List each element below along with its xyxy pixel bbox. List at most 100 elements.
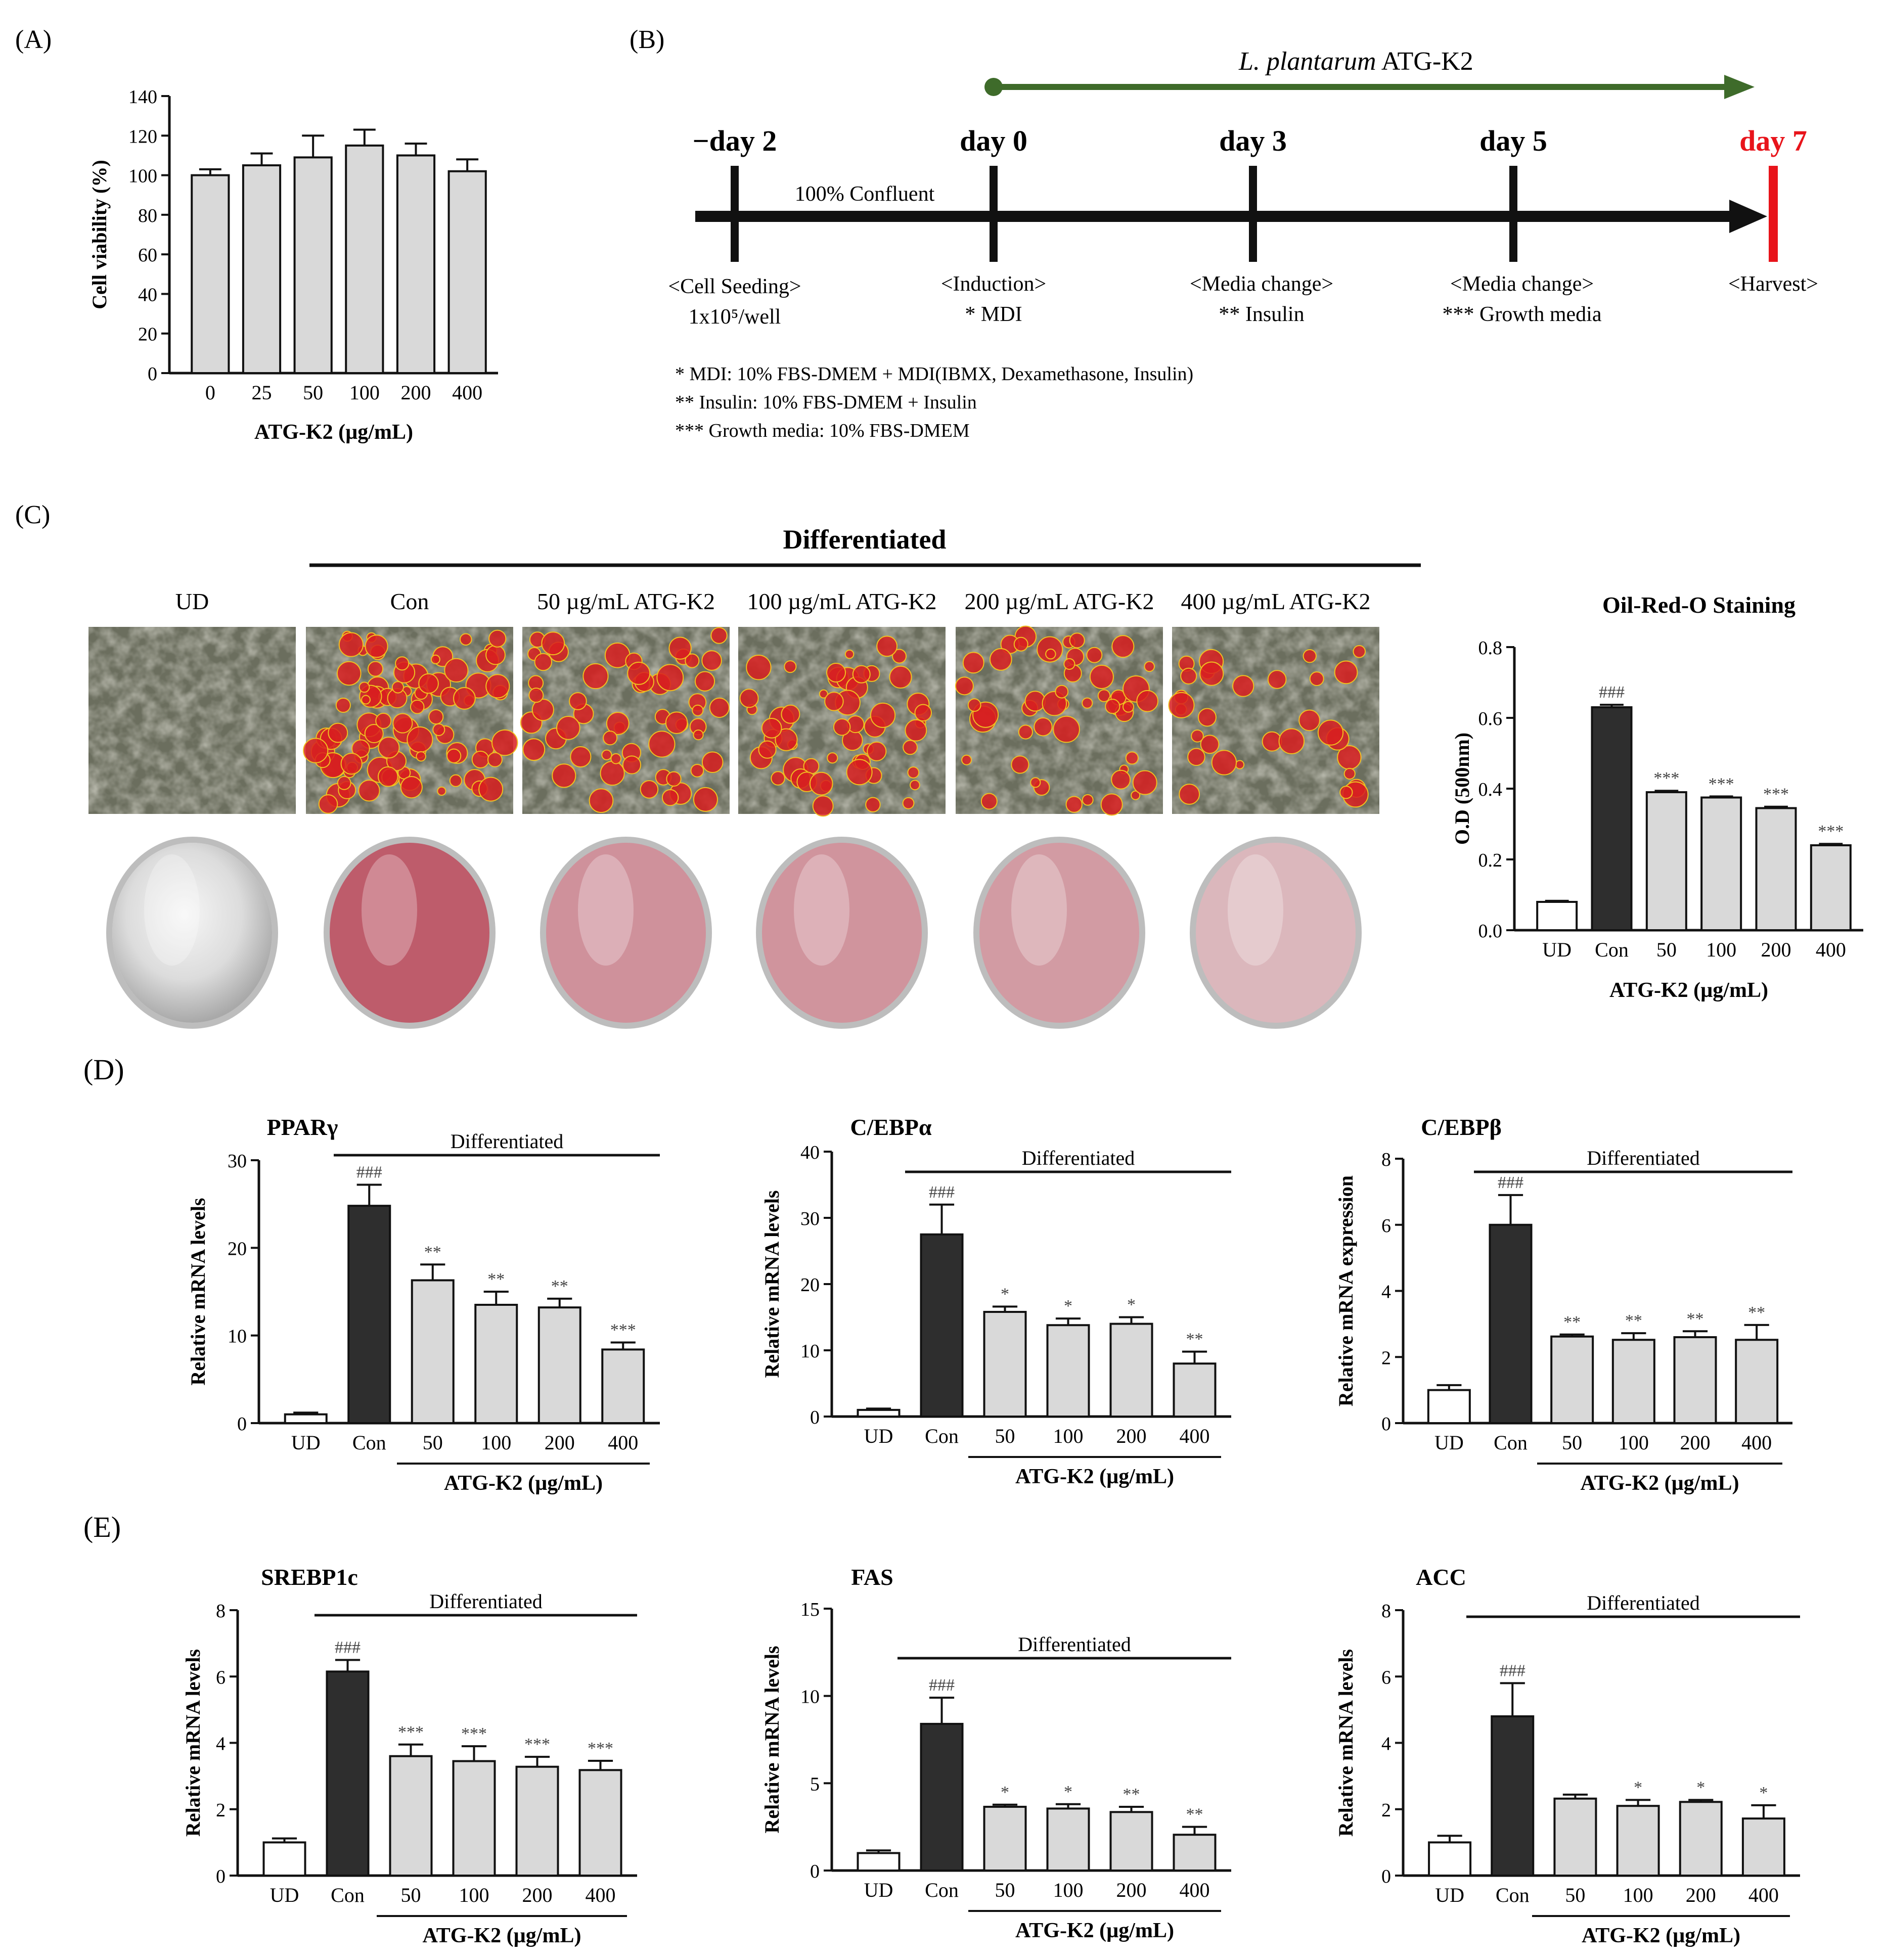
significance-mark: ** <box>487 1270 505 1289</box>
chart-title: ACC <box>1416 1564 1466 1590</box>
significance-mark: *** <box>1763 785 1789 804</box>
lipid-droplet <box>1232 675 1254 697</box>
y-tick-label: 4 <box>216 1734 226 1755</box>
micrograph-4 <box>955 625 1163 816</box>
event-media-change-2-detail: *** Growth media <box>1443 303 1602 326</box>
chart-cebpa: 0 10 20 30 40 Relative mRNA levels UD ### Con * 50… <box>760 1114 1231 1488</box>
y-tick-label: 40 <box>138 284 157 305</box>
x-tick-label: Con <box>352 1431 386 1454</box>
significance-mark: ### <box>1599 683 1625 702</box>
lipid-droplet <box>1086 647 1103 663</box>
x-tick-label: Con <box>1494 1431 1528 1454</box>
bar-100 <box>452 1760 496 1877</box>
lipid-droplet <box>827 752 838 764</box>
lipid-droplet <box>1132 770 1157 795</box>
x-tick-label: 200 <box>1116 1879 1147 1901</box>
lipid-droplet <box>569 692 587 710</box>
significance-mark: ### <box>1498 1173 1523 1192</box>
y-tick-label: 0 <box>1381 1866 1391 1887</box>
image-label-3: 100 µg/mL ATG-K2 <box>747 588 937 614</box>
panel-label-a: (A) <box>15 25 52 54</box>
bar-200 <box>1109 1811 1153 1872</box>
x-tick-label: 100 <box>481 1431 511 1454</box>
lipid-droplet <box>1199 661 1224 686</box>
lipid-droplet <box>1030 777 1041 788</box>
y-tick-label: 20 <box>138 324 157 345</box>
well-highlight <box>794 854 849 966</box>
y-axis-label: O.D (500nm) <box>1451 733 1473 845</box>
bar-200 <box>1679 1801 1723 1877</box>
significance-mark: ** <box>1186 1805 1203 1824</box>
chart-title: Oil-Red-O Staining <box>1602 592 1796 618</box>
x-tick-label: UD <box>1435 1884 1464 1906</box>
x-tick-label: 100 <box>1706 938 1736 961</box>
lipid-droplet <box>432 723 445 736</box>
lipid-droplet <box>375 712 392 729</box>
image-label-4: 200 µg/mL ATG-K2 <box>965 588 1154 614</box>
lipid-droplet <box>967 698 981 712</box>
treatment-arrow-head <box>1724 75 1755 99</box>
differentiated-label: Differentiated <box>1587 1147 1700 1169</box>
well-highlight <box>1011 854 1067 966</box>
x-axis-label: ATG-K2 (µg/mL) <box>423 1924 581 1947</box>
lipid-droplet <box>1105 699 1120 714</box>
well-highlight <box>144 854 200 966</box>
x-tick-label: 200 <box>1686 1884 1716 1906</box>
lipid-droplet <box>812 795 834 817</box>
stained-well-0 <box>106 837 278 1029</box>
x-tick-label: Con <box>925 1879 959 1901</box>
well-highlight <box>1228 854 1283 966</box>
x-axis-label: ATG-K2 (µg/mL) <box>444 1472 603 1495</box>
treatment-start-dot <box>984 78 1003 96</box>
bar-UD <box>857 1408 901 1418</box>
y-tick-label: 0 <box>810 1861 820 1882</box>
staining-panel: Differentiated UD Con 50 µg/mL ATG-K2 100 µ… <box>88 524 1421 1029</box>
lipid-droplet <box>852 665 871 683</box>
lipid-droplet <box>365 634 388 658</box>
bar-200 <box>1755 807 1797 931</box>
bar-200 <box>396 154 436 374</box>
lipid-droplet <box>410 699 425 714</box>
x-tick-label: 0 <box>205 381 215 404</box>
significance-mark: *** <box>1709 774 1734 793</box>
x-tick-label: 100 <box>1053 1425 1084 1447</box>
lipid-droplet <box>391 681 405 694</box>
significance-mark: ### <box>929 1676 955 1695</box>
y-axis-label: Relative mRNA levels <box>187 1198 209 1385</box>
lipid-droplet <box>478 777 504 802</box>
x-tick-label: 100 <box>1619 1431 1649 1454</box>
day-label-7: day 7 <box>1739 124 1807 157</box>
bar-Con <box>326 1670 370 1877</box>
lipid-droplet <box>1179 784 1200 805</box>
bar-100 <box>345 144 384 374</box>
lipid-droplet <box>392 713 413 734</box>
lipid-droplet <box>351 739 370 758</box>
lipid-droplet <box>1111 769 1131 790</box>
significance-mark: ** <box>1748 1303 1765 1322</box>
y-tick-label: 100 <box>128 166 157 187</box>
lipid-droplet <box>610 753 622 764</box>
lipid-droplet <box>824 692 844 711</box>
x-tick-label: UD <box>864 1425 893 1447</box>
x-tick-label: 400 <box>1180 1425 1210 1447</box>
bar-UD <box>262 1841 306 1877</box>
panel-label-c: (C) <box>15 500 50 529</box>
well-glass <box>112 843 272 1023</box>
lipid-droplet <box>522 738 546 761</box>
lipid-droplet <box>418 673 439 694</box>
x-tick-label: 100 <box>459 1884 489 1906</box>
lipid-droplet <box>1168 692 1195 718</box>
lipid-droplet <box>1136 690 1159 712</box>
x-tick-label: 400 <box>1741 1431 1772 1454</box>
micrograph-texture <box>88 627 296 814</box>
bar-100 <box>1611 1339 1655 1424</box>
x-tick-label: 200 <box>522 1884 553 1906</box>
micrograph-1 <box>303 627 518 814</box>
lipid-droplet <box>622 755 642 774</box>
y-tick-label: 4 <box>1381 1734 1391 1755</box>
lipid-droplet <box>701 751 724 773</box>
y-tick-label: 6 <box>1381 1667 1391 1688</box>
lipid-droplet <box>1267 670 1287 689</box>
